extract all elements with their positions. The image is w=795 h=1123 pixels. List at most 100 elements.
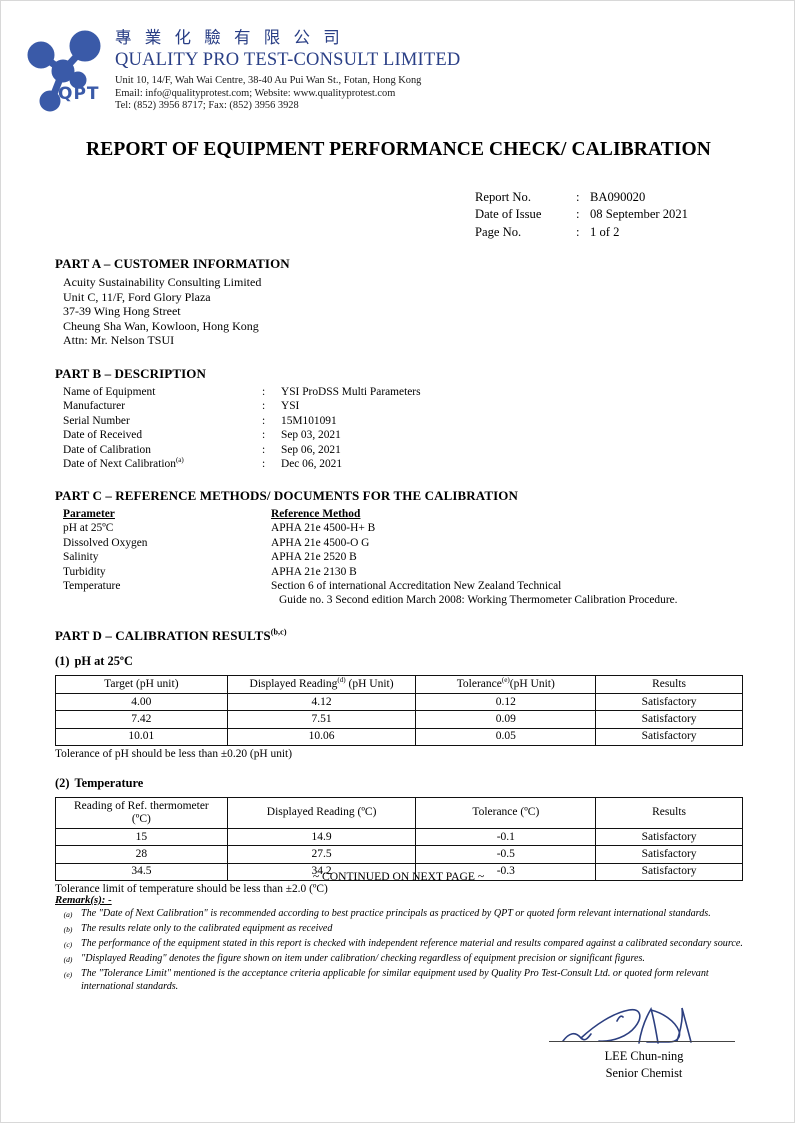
column-header-results: Results (595, 797, 743, 830)
remark-marker: (d) (63, 955, 73, 965)
customer-name: Acuity Sustainability Consulting Limited (63, 275, 262, 289)
date-next-calibration-value: Dec 06, 2021 (281, 458, 343, 471)
table-row: 4.00 4.12 0.12 Satisfactory (55, 692, 743, 712)
meta-colon: : (576, 190, 580, 204)
reference-method-header-row: Parameter Reference Method (63, 507, 731, 521)
part-b-section: PART B – DESCRIPTION Name of Equipment :… (55, 366, 421, 471)
page-number-value: 1 of 2 (590, 224, 620, 239)
temp-displayed-cell: 27.5 (226, 845, 417, 864)
continued-notice: ~ CONTINUED ON NEXT PAGE ~ (312, 870, 485, 883)
description-colon: : (262, 458, 266, 471)
column-header-tolerance: Tolerance (ºC) (415, 797, 597, 830)
temp-reference-cell: 34.5 (55, 862, 228, 882)
part-a-heading: PART A – CUSTOMER INFORMATION (55, 256, 290, 271)
remark-text: "Displayed Reading" denotes the figure s… (81, 953, 645, 965)
signatory-title: Senior Chemist (605, 1066, 683, 1081)
reference-method-row: Turbidity APHA 21e 2130 B (63, 565, 731, 579)
temp-reference-cell: 28 (55, 845, 228, 864)
parameter-name: Turbidity (63, 565, 106, 578)
description-row: Date of Received : Sep 03, 2021 (63, 428, 421, 442)
meta-colon: : (576, 207, 580, 222)
part-d-heading-text: PART D – CALIBRATION RESULTS (55, 628, 271, 643)
reference-method-value: APHA 21e 4500-O G (271, 536, 370, 549)
ph-result-cell: Satisfactory (595, 710, 743, 729)
ph-target-cell: 4.00 (55, 692, 228, 712)
equipment-description-list: Name of Equipment : YSI ProDSS Multi Par… (55, 385, 421, 471)
ph-result-cell: Satisfactory (595, 692, 743, 712)
column-header-tolerance: Tolerance(e)(pH Unit) (415, 675, 597, 694)
description-row: Name of Equipment : YSI ProDSS Multi Par… (63, 385, 421, 399)
customer-address-line: Cheung Sha Wan, Kowloon, Hong Kong (63, 318, 259, 333)
contact-phone-fax: Tel: (852) 3956 8717; Fax: (852) 3956 39… (115, 99, 299, 111)
table-row: 28 27.5 -0.5 Satisfactory (55, 845, 743, 864)
parameter-name: Dissolved Oxygen (63, 536, 148, 549)
customer-attention: Attn: Mr. Nelson TSUI (63, 333, 175, 348)
temperature-results-table: Reading of Ref. thermometer (ºC) Displaye… (55, 797, 743, 882)
equipment-name-value: YSI ProDSS Multi Parameters (281, 386, 421, 398)
address-line: Unit 10, 14/F, Wah Wai Centre, 38-40 Au … (115, 75, 422, 87)
column-header-results: Results (595, 675, 743, 694)
column-header-displayed-reading: Displayed Reading(d) (pH Unit) (226, 675, 417, 694)
description-row: Date of Next Calibration(a) : Dec 06, 20… (63, 457, 421, 471)
reference-method-list: Parameter Reference Method pH at 25ºC AP… (55, 507, 731, 608)
company-name-english: QUALITY PRO TEST-CONSULT LIMITED (115, 49, 461, 70)
customer-address-line: Unit C, 11/F, Ford Glory Plaza (63, 289, 211, 304)
temperature-subsection-number: (2) (55, 776, 70, 791)
report-meta-block: Report No. : BA090020 Date of Issue : 08… (475, 189, 688, 241)
ph-displayed-cell: 4.12 (226, 692, 417, 712)
remark-item: (d) "Displayed Reading" denotes the figu… (55, 953, 755, 967)
remark-item: (a) The "Date of Next Calibration" is re… (55, 908, 755, 922)
serial-number-value: 15M101091 (281, 414, 337, 427)
description-label: Date of Calibration (63, 443, 151, 456)
date-of-issue-value: 08 September 2021 (590, 207, 688, 222)
signatory-name: LEE Chun-ning (604, 1049, 684, 1063)
temperature-subsection-title: Temperature (74, 776, 144, 791)
remark-marker: (c) (63, 940, 73, 950)
handwritten-signature-icon (549, 1005, 739, 1047)
description-label: Name of Equipment (63, 386, 156, 398)
meta-row: Report No. : BA090020 (475, 189, 688, 206)
description-row: Serial Number : 15M101091 (63, 414, 421, 428)
description-label: Date of Next Calibration (63, 458, 176, 471)
table-row: 10.01 10.06 0.05 Satisfactory (55, 727, 743, 747)
temp-displayed-cell: 34.2 (226, 862, 417, 882)
description-label: Serial Number (63, 414, 130, 427)
remark-marker: (b) (63, 925, 73, 935)
reference-method-row: Salinity APHA 21e 2520 B (63, 550, 731, 564)
temp-result-cell: Satisfactory (595, 862, 743, 882)
parameter-column-header: Parameter (63, 508, 115, 520)
ph-result-cell: Satisfactory (595, 727, 743, 747)
table-header-row: Target (pH unit) Displayed Reading(d) (p… (55, 675, 743, 694)
temp-tolerance-cell: -0.1 (415, 828, 597, 847)
page-title: REPORT OF EQUIPMENT PERFORMANCE CHECK/ C… (86, 139, 711, 160)
ph-subsection-title: pH at 25ºC (74, 654, 133, 668)
reference-method-row: Temperature Section 6 of international A… (63, 579, 731, 593)
reference-method-value: APHA 21e 2130 B (271, 565, 357, 578)
date-received-value: Sep 03, 2021 (281, 429, 341, 442)
remark-text: The "Date of Next Calibration" is recomm… (81, 908, 711, 919)
letterhead: QPT 專 業 化 驗 有 限 公 司 QUALITY PRO TEST-CON… (15, 27, 775, 123)
remark-item: (b) The results relate only to the calib… (55, 923, 755, 937)
parameter-name: pH at 25ºC (63, 522, 114, 535)
remark-item: (c) The performance of the equipment sta… (55, 938, 755, 952)
description-label: Date of Received (63, 429, 143, 442)
description-colon: : (262, 414, 266, 427)
column-header-ref-thermometer: Reading of Ref. thermometer (ºC) (55, 797, 228, 830)
remark-marker: (a) (63, 910, 73, 919)
description-colon: : (262, 386, 266, 398)
manufacturer-value: YSI (281, 400, 300, 413)
remark-item: (e) The "Tolerance Limit" mentioned is t… (55, 968, 755, 993)
column-header-displayed-reading: Displayed Reading (ºC) (226, 797, 417, 830)
method-column-header: Reference Method (271, 508, 361, 520)
parameter-name: Salinity (63, 551, 99, 564)
reference-method-value: APHA 21e 4500-H+ B (271, 522, 376, 535)
signature-block: LEE Chun-ning Senior Chemist (549, 1005, 739, 1082)
column-header-target: Target (pH unit) (55, 675, 228, 694)
reference-method-value: APHA 21e 2520 B (271, 551, 357, 564)
part-a-section: PART A – CUSTOMER INFORMATION Acuity Sus… (55, 256, 290, 348)
ph-subsection-heading: (1) pH at 25ºC (55, 654, 743, 669)
part-d-heading: PART D – CALIBRATION RESULTS(b,c) (55, 628, 743, 644)
reference-method-row: Dissolved Oxygen APHA 21e 4500-O G (63, 536, 731, 550)
ph-displayed-cell: 7.51 (226, 710, 417, 729)
